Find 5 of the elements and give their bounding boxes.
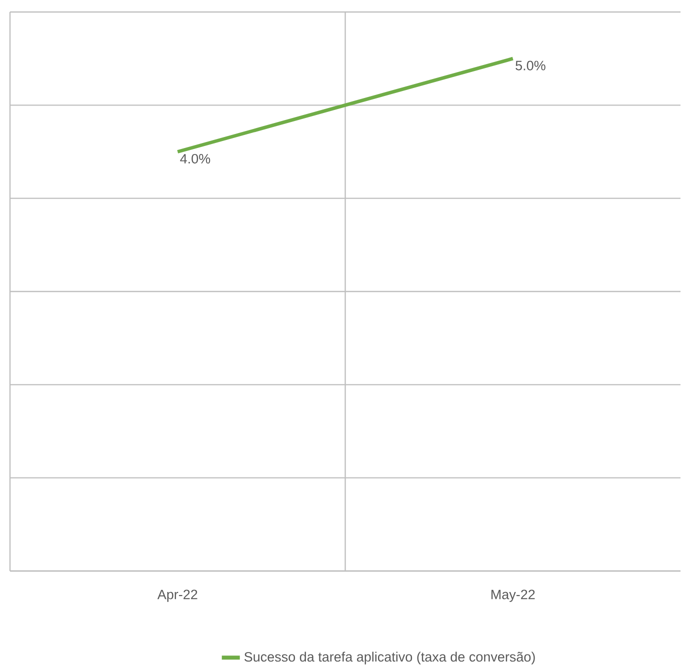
x-tick-label: Apr-22	[157, 590, 198, 602]
legend-label: Sucesso da tarefa aplicativo (taxa de conversão)	[244, 652, 535, 664]
data-label: 5.0%	[516, 60, 546, 70]
data-label: 4.0%	[180, 154, 210, 164]
x-tick-label: May-22	[491, 590, 535, 602]
